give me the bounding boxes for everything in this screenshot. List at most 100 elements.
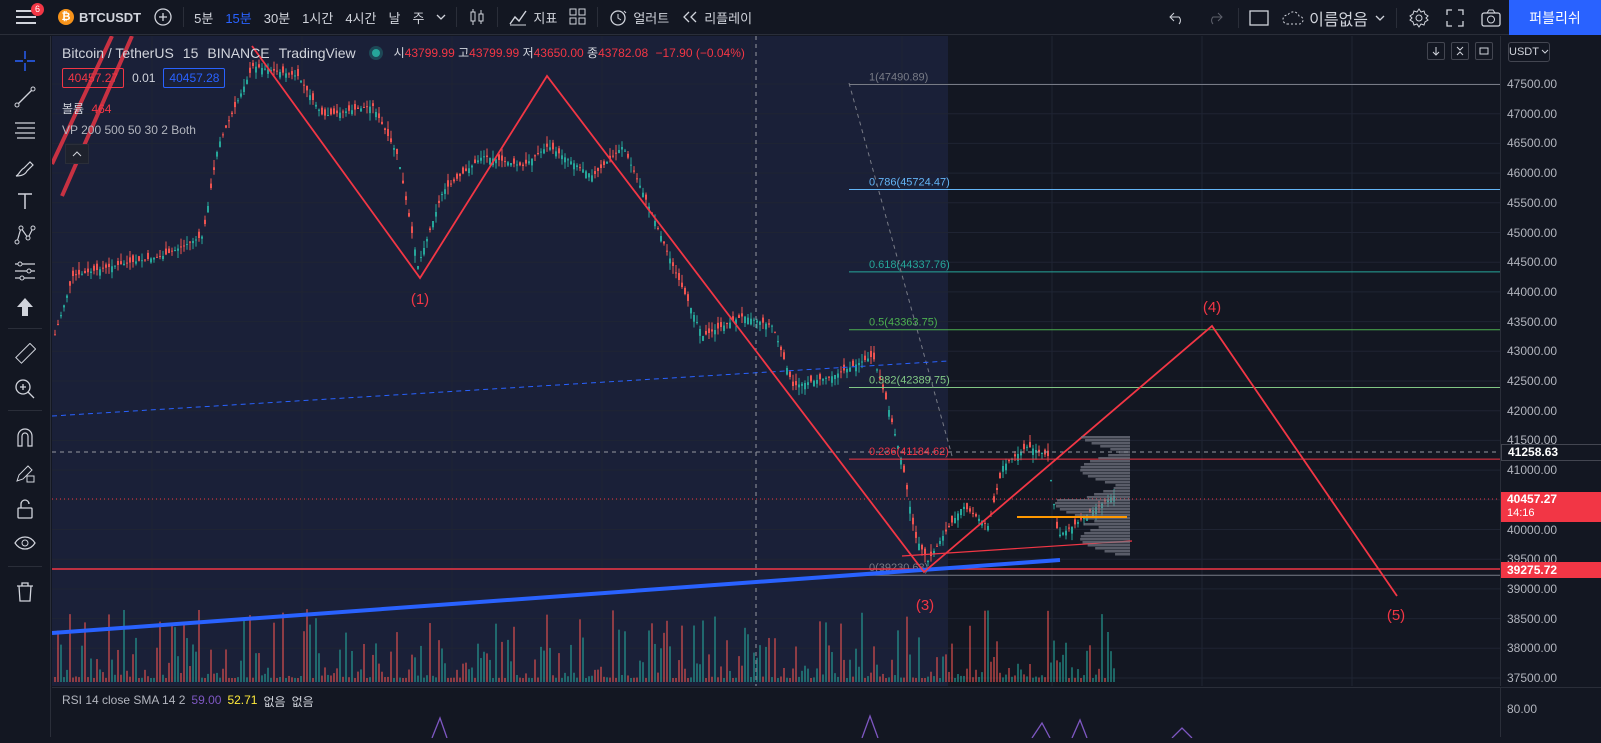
- buy-button[interactable]: 40457.28: [163, 68, 226, 88]
- candle-body: [237, 100, 239, 102]
- legend-source: TradingView: [278, 44, 356, 61]
- interval-15m[interactable]: 15분: [225, 10, 252, 26]
- wave-label-4: (4): [1203, 299, 1221, 316]
- volume-bar: [1080, 678, 1082, 682]
- volume-bar: [978, 676, 980, 682]
- volume-legend[interactable]: 볼륨 464: [62, 100, 111, 117]
- volume-bar: [693, 625, 695, 682]
- fib-tool[interactable]: [12, 118, 38, 144]
- volume-bar: [195, 651, 197, 682]
- symbol-search-button[interactable]: ₿ BTCUSDT: [52, 0, 147, 35]
- candle-body: [243, 86, 245, 92]
- interval-1w[interactable]: 주: [412, 10, 425, 26]
- volume-bar: [918, 637, 920, 682]
- zoom-tool[interactable]: [12, 376, 38, 402]
- close-key: 종: [587, 46, 599, 60]
- chart-pane[interactable]: 1(47490.89) 0.786(45724.47) 0.618(44337.76…: [52, 36, 1500, 686]
- scroll-down-button[interactable]: [1427, 42, 1445, 60]
- pane-settings-button[interactable]: [1475, 42, 1493, 60]
- lock-drawings-tool[interactable]: [12, 496, 38, 522]
- layout-select-button[interactable]: [1243, 0, 1275, 35]
- volume-bar: [1068, 677, 1070, 682]
- candle-body: [462, 167, 464, 174]
- candle-body: [951, 515, 953, 523]
- candle-body: [351, 110, 353, 115]
- redo-button[interactable]: [1196, 0, 1234, 35]
- candle-body: [798, 384, 800, 388]
- volume-bar: [219, 677, 221, 682]
- pattern-tool[interactable]: [12, 222, 38, 248]
- templates-button[interactable]: [563, 0, 593, 35]
- blue-trendline: [52, 558, 1061, 635]
- hide-drawings-tool[interactable]: [12, 530, 38, 556]
- volume-bar: [444, 663, 446, 682]
- volume-bar: [207, 673, 209, 682]
- candle-body: [642, 192, 644, 198]
- candle-body: [168, 248, 170, 253]
- undo-button[interactable]: [1158, 0, 1196, 35]
- fullscreen-button[interactable]: [1437, 0, 1473, 35]
- text-tool[interactable]: [12, 188, 38, 214]
- compare-symbol-button[interactable]: [147, 0, 179, 35]
- price-axis[interactable]: 47500.00 47000.00 46500.00 46000.00 45500.00…: [1500, 36, 1601, 686]
- collapse-legend-button[interactable]: [65, 144, 89, 164]
- stay-drawing-tool[interactable]: [12, 460, 38, 486]
- rsi-axis-label: 80.00: [1507, 702, 1538, 716]
- interval-5m[interactable]: 5분: [194, 10, 214, 26]
- candle-body: [606, 162, 608, 164]
- sell-button[interactable]: 40457.27: [62, 68, 125, 88]
- volume-bar: [864, 677, 866, 682]
- remove-drawings-tool[interactable]: [12, 579, 38, 605]
- zoom-in-icon: [15, 379, 35, 399]
- interval-dropdown[interactable]: [430, 0, 452, 35]
- candle-body: [654, 221, 656, 227]
- trendline-tool[interactable]: [12, 84, 38, 110]
- volume-bar: [963, 675, 965, 682]
- icons-tool[interactable]: [12, 294, 38, 320]
- volume-profile-row: [1057, 499, 1130, 502]
- volume-profile-row: [1094, 520, 1130, 523]
- volume-bar: [408, 669, 410, 682]
- chart-canvas[interactable]: 1(47490.89) 0.786(45724.47) 0.618(44337.76…: [52, 36, 1500, 686]
- market-status-icon[interactable]: [371, 48, 380, 57]
- candle-body: [813, 380, 815, 387]
- candle-body: [597, 167, 599, 171]
- alert-button[interactable]: 얼러트: [602, 0, 675, 35]
- volume-bar: [300, 676, 302, 682]
- rsi-legend[interactable]: RSI 14 close SMA 14 2 59.00 52.71 없음 없음: [62, 693, 314, 710]
- crosshair-tool[interactable]: [12, 48, 38, 74]
- candle-body: [663, 241, 665, 244]
- brush-tool[interactable]: [12, 154, 38, 180]
- volume-bar: [498, 677, 500, 682]
- snapshot-button[interactable]: [1473, 0, 1509, 35]
- vp-legend[interactable]: VP 200 500 50 30 2 Both: [62, 123, 196, 137]
- volume-bar: [915, 677, 917, 682]
- volume-bar: [417, 675, 419, 682]
- replay-button[interactable]: 리플레이: [675, 0, 758, 35]
- interval-1d[interactable]: 날: [388, 10, 401, 26]
- candle-body: [354, 104, 356, 110]
- main-menu-button[interactable]: 6: [0, 0, 52, 35]
- chart-type-button[interactable]: [461, 0, 493, 35]
- settings-button[interactable]: [1401, 0, 1437, 35]
- candle-body: [1023, 443, 1025, 450]
- rsi-pane[interactable]: [52, 687, 1500, 739]
- candle-body: [681, 282, 683, 287]
- volume-value: 464: [91, 102, 112, 116]
- prediction-tool[interactable]: [12, 258, 38, 284]
- measure-tool[interactable]: [12, 341, 38, 367]
- collapse-icon: [1456, 46, 1464, 56]
- publish-button[interactable]: 퍼블리쉬: [1509, 0, 1601, 35]
- volume-bar: [273, 622, 275, 682]
- layout-name-button[interactable]: 이름없음: [1275, 0, 1392, 35]
- interval-1h[interactable]: 1시간: [302, 10, 334, 26]
- indicators-button[interactable]: 지표: [502, 0, 563, 35]
- maximize-pane-button[interactable]: [1451, 42, 1469, 60]
- volume-bar: [147, 676, 149, 682]
- interval-30m[interactable]: 30분: [263, 10, 291, 26]
- rsi-axis[interactable]: 80.00: [1500, 687, 1601, 737]
- interval-4h[interactable]: 4시간: [345, 10, 377, 26]
- symbol-title[interactable]: Bitcoin / TetherUS: [62, 44, 174, 61]
- magnet-tool[interactable]: [12, 424, 38, 450]
- currency-select[interactable]: USDT: [1508, 42, 1550, 62]
